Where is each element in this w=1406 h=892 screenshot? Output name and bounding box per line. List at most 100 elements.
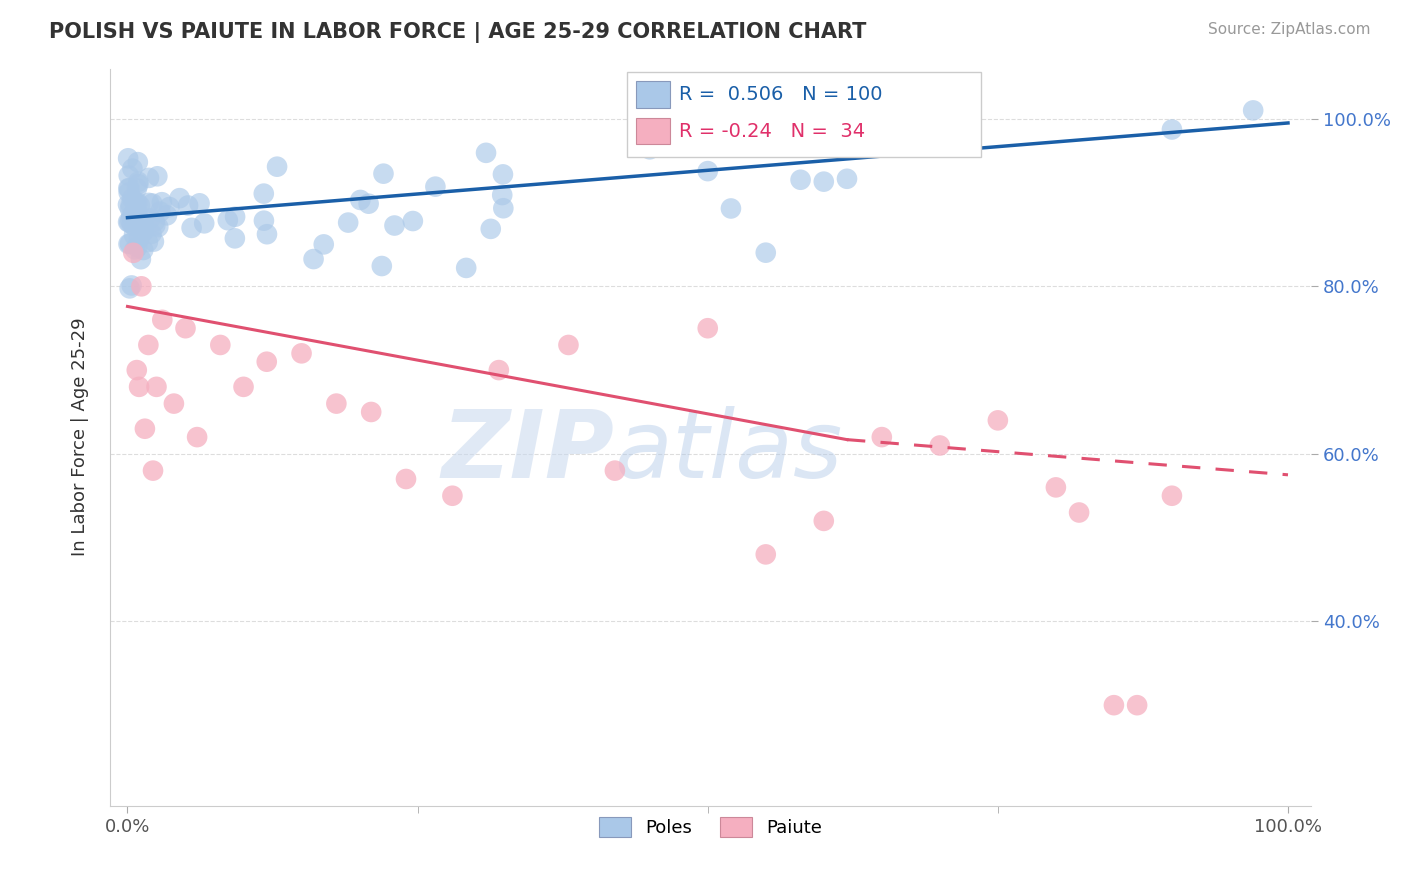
Point [1161, 489, 1184, 503]
Point [118, 181, 141, 195]
Point [121, 218, 143, 232]
Point [124, 194, 146, 209]
Point [138, 170, 160, 185]
Point [122, 206, 145, 220]
Point [118, 215, 141, 229]
Point [755, 245, 778, 260]
Point [143, 215, 166, 229]
Point [870, 103, 893, 118]
Point [120, 213, 142, 227]
Point [402, 214, 425, 228]
Point [125, 205, 148, 219]
Text: ZIP: ZIP [441, 406, 614, 498]
Text: Source: ZipAtlas.com: Source: ZipAtlas.com [1208, 22, 1371, 37]
Point [117, 186, 139, 200]
Point [1161, 122, 1184, 136]
Point [138, 195, 160, 210]
Bar [636, 81, 669, 108]
Point [217, 213, 239, 227]
Point [479, 222, 502, 236]
Point [253, 186, 276, 201]
Point [127, 177, 149, 191]
Point [127, 155, 149, 169]
Point [118, 202, 141, 216]
Point [349, 193, 371, 207]
Point [124, 242, 146, 256]
Point [139, 211, 162, 226]
Point [134, 422, 156, 436]
Point [492, 167, 515, 181]
Point [603, 464, 626, 478]
Point [813, 175, 835, 189]
FancyBboxPatch shape [627, 72, 981, 157]
Point [128, 380, 150, 394]
Point [132, 216, 155, 230]
Point [141, 196, 163, 211]
Point [127, 175, 149, 189]
Point [177, 198, 200, 212]
Bar [636, 118, 669, 145]
Point [117, 151, 139, 165]
Point [118, 281, 141, 295]
Point [174, 321, 197, 335]
Point [491, 188, 513, 202]
Point [360, 405, 382, 419]
Point [163, 396, 186, 410]
Point [136, 235, 159, 249]
Point [224, 231, 246, 245]
Point [129, 252, 152, 267]
Point [371, 259, 394, 273]
Point [125, 363, 148, 377]
Point [141, 227, 163, 241]
Point [357, 196, 380, 211]
Point [128, 231, 150, 245]
Point [121, 278, 143, 293]
Point [125, 181, 148, 195]
Point [122, 208, 145, 222]
Point [835, 171, 858, 186]
Point [188, 196, 211, 211]
Point [143, 219, 166, 233]
Point [117, 181, 139, 195]
Point [127, 240, 149, 254]
Point [312, 237, 335, 252]
Point [492, 201, 515, 215]
Point [121, 192, 143, 206]
Point [384, 219, 406, 233]
Point [125, 202, 148, 216]
Point [870, 430, 893, 444]
Point [131, 219, 153, 234]
Point [120, 198, 142, 212]
Point [928, 438, 950, 452]
Point [118, 169, 141, 183]
Point [128, 212, 150, 227]
Point [557, 338, 579, 352]
Point [124, 215, 146, 229]
Point [120, 209, 142, 223]
Point [157, 200, 180, 214]
Point [638, 142, 661, 156]
Point [131, 279, 153, 293]
Point [132, 219, 155, 234]
Point [127, 195, 149, 210]
Point [131, 225, 153, 239]
Point [256, 227, 278, 242]
Point [129, 214, 152, 228]
Point [232, 380, 254, 394]
Text: atlas: atlas [614, 407, 842, 498]
Point [122, 219, 145, 233]
Point [1126, 698, 1149, 713]
Text: POLISH VS PAIUTE IN LABOR FORCE | AGE 25-29 CORRELATION CHART: POLISH VS PAIUTE IN LABOR FORCE | AGE 25… [49, 22, 866, 44]
Point [142, 235, 165, 249]
Point [987, 413, 1010, 427]
Point [696, 164, 718, 178]
Point [456, 260, 478, 275]
Point [256, 355, 278, 369]
Point [475, 145, 498, 160]
Point [337, 216, 360, 230]
Point [122, 227, 145, 242]
Point [488, 363, 510, 377]
Point [145, 380, 167, 394]
Point [148, 219, 170, 234]
Point [121, 161, 143, 176]
